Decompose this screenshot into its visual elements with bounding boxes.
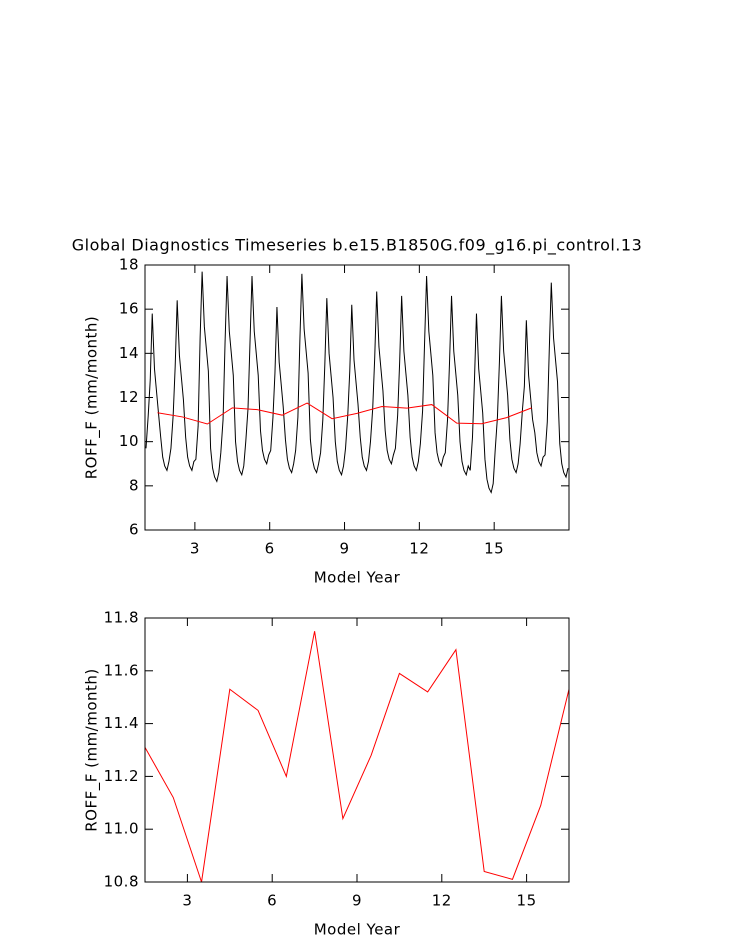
y-tick-label: 11.6	[104, 661, 139, 679]
x-axis-label: Model Year	[314, 569, 401, 587]
y-tick-label: 11.2	[104, 767, 139, 785]
y-tick-label: 16	[119, 300, 139, 318]
x-axis-label: Model Year	[314, 921, 401, 939]
x-tick-label: 15	[484, 540, 504, 558]
x-tick-label: 6	[265, 540, 275, 558]
y-tick-label: 6	[129, 521, 139, 539]
x-tick-label: 9	[340, 540, 350, 558]
x-tick-label: 12	[409, 540, 429, 558]
y-axis-label: ROFF_F (mm/month)	[83, 668, 102, 832]
y-axis-label: ROFF_F (mm/month)	[83, 316, 102, 480]
data-line	[145, 271, 569, 494]
data-line	[144, 631, 570, 883]
y-tick-label: 10.8	[104, 873, 139, 891]
x-tick-label: 12	[432, 892, 452, 910]
y-tick-label: 12	[119, 388, 139, 406]
x-tick-label: 9	[352, 892, 362, 910]
y-tick-label: 11.4	[104, 714, 139, 732]
y-tick-label: 11.0	[104, 820, 139, 838]
plot-frame	[144, 617, 570, 883]
y-tick-label: 11.8	[104, 609, 139, 627]
x-tick-label: 3	[190, 540, 200, 558]
x-tick-label: 3	[182, 892, 192, 910]
y-tick-label: 10	[119, 432, 139, 450]
y-tick-label: 14	[119, 344, 139, 362]
x-tick-label: 6	[267, 892, 277, 910]
chart-title: Global Diagnostics Timeseries b.e15.B185…	[72, 236, 643, 256]
x-tick-label: 15	[517, 892, 537, 910]
y-tick-label: 18	[119, 256, 139, 274]
data-line	[157, 402, 532, 425]
y-tick-label: 8	[129, 476, 139, 494]
